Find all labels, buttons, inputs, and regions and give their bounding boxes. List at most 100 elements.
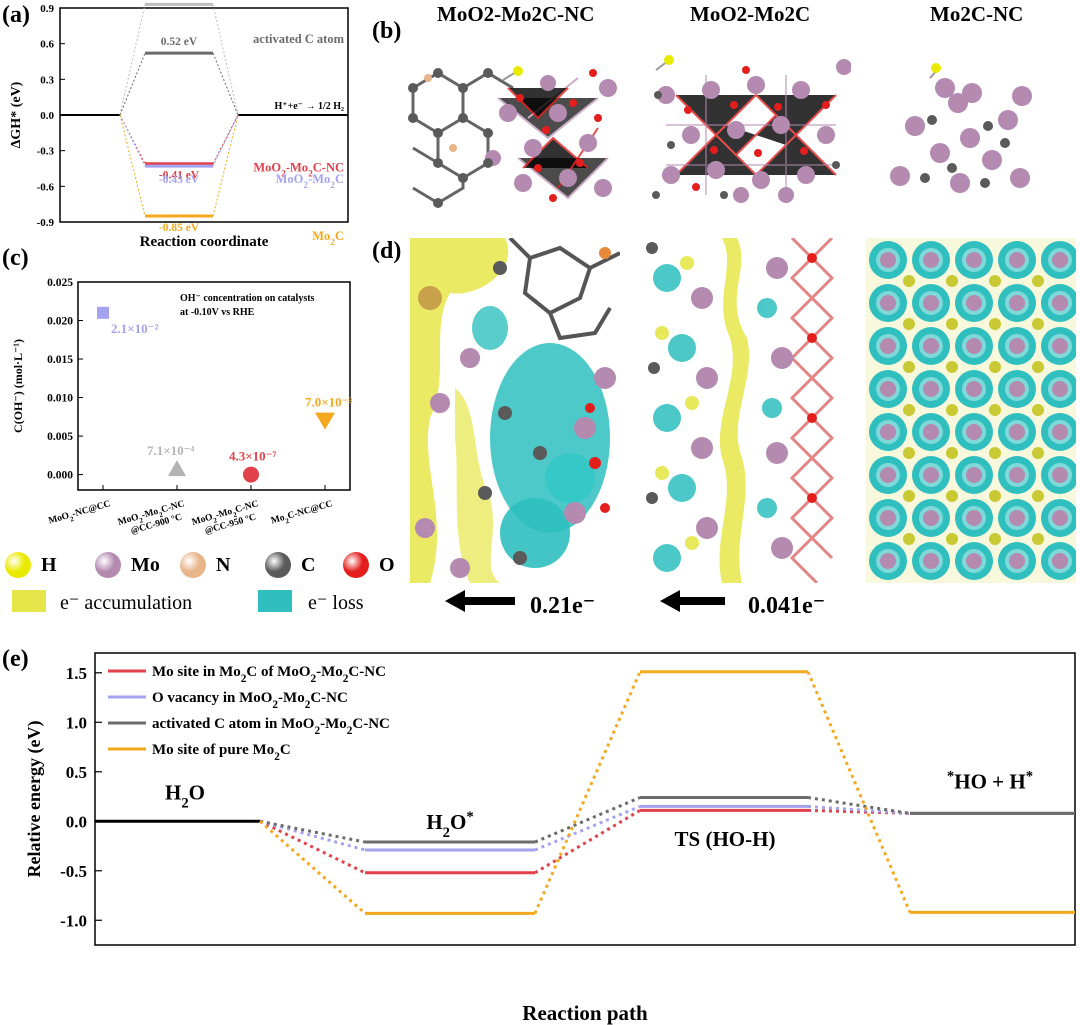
structure-image-moo2-mo2c-nc	[408, 66, 617, 208]
y-tick-label: 0.015	[47, 354, 73, 366]
mo-atom	[966, 295, 982, 311]
mo-atom	[966, 338, 982, 354]
structure-title-3: Mo2C-NC	[930, 2, 1024, 26]
atom-legend-item: C	[265, 550, 315, 580]
transition-connector	[807, 796, 911, 815]
mo-atom	[923, 467, 939, 483]
state-label: TS (HO-H)	[675, 827, 776, 851]
legend-label: O vacancy in MoO2-Mo2C-NC	[152, 690, 348, 711]
accumulation-lobe	[903, 490, 915, 502]
data-label: 7.1×10⁻⁴	[147, 443, 195, 458]
accumulation-lobe	[946, 275, 958, 287]
data-point	[243, 466, 259, 483]
mo-atom	[880, 424, 896, 440]
y-tick-label: 0.9	[40, 3, 54, 15]
chart-e-water-dissociation: (e) -1.0 -0.5 0.0 0.5 1.0 1.5 Relative energy (…	[2, 646, 1076, 1025]
plot-frame	[77, 281, 351, 491]
x-axis-label: Reaction path	[522, 1001, 648, 1025]
atom-swatch	[5, 552, 31, 578]
y-tick-label: -1.0	[60, 911, 87, 930]
atom-legend-item: Mo	[95, 550, 160, 580]
accumulation-lobe	[989, 490, 1001, 502]
mo-atom	[923, 553, 939, 569]
mo-atom	[880, 553, 896, 569]
transition-connector	[259, 819, 366, 844]
y-tick-label: 0.025	[47, 277, 73, 289]
mo-atom	[1009, 381, 1025, 397]
level-connector	[119, 52, 146, 116]
level-connector	[212, 52, 239, 116]
level-connector	[212, 114, 239, 217]
y-tick-label: -0.9	[37, 217, 55, 229]
level-value-label: -0.41 eV	[159, 170, 200, 182]
level-connector	[212, 114, 239, 164]
legend-label: Mo site in Mo2C of MoO2-Mo2C-NC	[152, 664, 386, 685]
atom-legend: H Mo N C O	[5, 545, 425, 585]
accumulation-lobe	[1032, 533, 1044, 545]
mo-atom	[966, 510, 982, 526]
accumulation-lobe	[903, 533, 915, 545]
level-name-label: MoO2-Mo2C-NC	[253, 161, 344, 180]
legend-label: activated C atom in MoO2-Mo2C-NC	[152, 716, 390, 737]
accumulation-lobe	[1032, 275, 1044, 287]
y-axis-label: Relative energy (eV)	[24, 721, 45, 878]
y-tick-label: -0.6	[37, 181, 55, 193]
level-connector	[212, 4, 239, 116]
y-tick-label: 1.0	[66, 713, 87, 732]
mo-atom	[923, 381, 939, 397]
accumulation-lobe	[1032, 361, 1044, 373]
charge-density-moo2-mo2c	[642, 238, 852, 583]
mo-atom	[1009, 467, 1025, 483]
mo-atom	[1009, 553, 1025, 569]
annotation-line-2: at -0.10V vs RHE	[180, 307, 255, 318]
atom-legend-item: O	[343, 550, 395, 580]
accumulation-lobe	[1032, 447, 1044, 459]
accumulation-lobe	[989, 533, 1001, 545]
x-tick-label: MoO2-Mo2C-NC	[117, 499, 187, 531]
x-tick-label-group: Mo2C-NC@CC	[270, 499, 334, 526]
mo-atom	[966, 553, 982, 569]
accumulation-lobe	[903, 361, 915, 373]
mo-atom	[880, 381, 896, 397]
level-connector	[119, 114, 146, 167]
state-label: H2O*	[426, 809, 473, 841]
structure-image-mo2c-nc	[890, 63, 1032, 193]
transition-connector	[534, 796, 641, 844]
transition-connector	[259, 819, 366, 875]
mo-atom	[1009, 424, 1025, 440]
accumulation-lobe	[903, 404, 915, 416]
panel-label-b: (b)	[372, 18, 402, 44]
y-axis-label: ΔGH* (eV)	[9, 81, 24, 148]
x-axis-label: Reaction coordinate	[140, 234, 269, 250]
y-tick-label: -0.3	[37, 146, 55, 158]
accumulation-lobe	[946, 533, 958, 545]
panel-label-c: (c)	[2, 245, 29, 271]
panel-label-e: (e)	[2, 646, 29, 672]
transition-connector	[806, 671, 912, 913]
mo-atom	[923, 424, 939, 440]
mo-atom	[966, 467, 982, 483]
plot-frame	[94, 652, 1076, 946]
atom-legend-item: N	[180, 550, 230, 580]
level-value-label: 0.52 eV	[161, 36, 198, 48]
accumulation-lobe	[1032, 490, 1044, 502]
charge-density-moo2-mo2c-nc	[410, 238, 620, 583]
accumulation-lobe	[989, 404, 1001, 416]
y-tick-label: 0.0	[66, 812, 87, 831]
transition-connector	[533, 671, 642, 914]
y-tick-label: 0.005	[47, 431, 73, 443]
mo-atom	[1009, 252, 1025, 268]
level-connector	[119, 114, 146, 217]
y-axis-label: C(OH⁻) (mol·L⁻¹)	[11, 339, 25, 433]
legend-label: Mo site of pure Mo2C	[152, 742, 291, 763]
loss-legend-swatch	[258, 590, 292, 612]
transition-connector	[534, 805, 641, 852]
x-tick-label-group: MoO2-Mo2C-NC@CC-900 °C	[117, 499, 187, 536]
level-name-label: Mo2C	[312, 229, 344, 248]
mo-atom	[923, 510, 939, 526]
structure-title-1: MoO2-Mo2C-NC	[437, 2, 595, 26]
mo-atom	[923, 295, 939, 311]
loss-legend-label: e⁻ loss	[308, 592, 364, 614]
atom-swatch	[180, 552, 206, 578]
level-connector	[212, 114, 239, 167]
